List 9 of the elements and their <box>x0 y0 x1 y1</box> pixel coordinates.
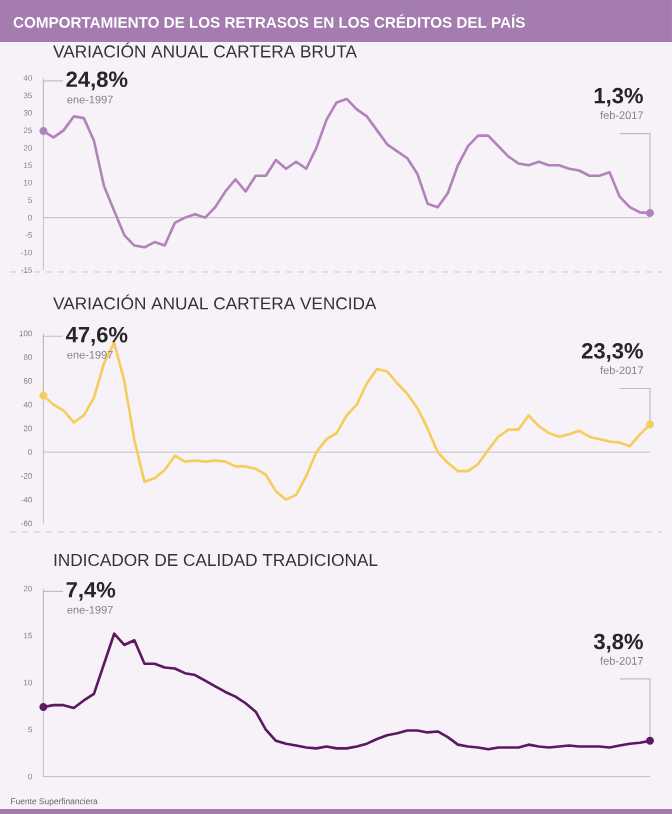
chart-subtitle: VARIACIÓN ANUAL CARTERA BRUTA <box>53 42 357 58</box>
annotation: 23,3% <box>581 343 643 362</box>
annotation: 1,3% <box>594 87 643 107</box>
chart-title: VARIACIÓN ANUAL CARTERA VENCIDA <box>53 294 377 310</box>
annotation: 3,8% <box>593 633 643 653</box>
annotation: 7,4% <box>66 582 116 601</box>
annotation: 24,8% <box>66 71 128 91</box>
chart-title: INDICADOR DE CALIDAD TRADICIONAL <box>54 553 378 567</box>
annotation: 47,6% <box>65 326 128 346</box>
